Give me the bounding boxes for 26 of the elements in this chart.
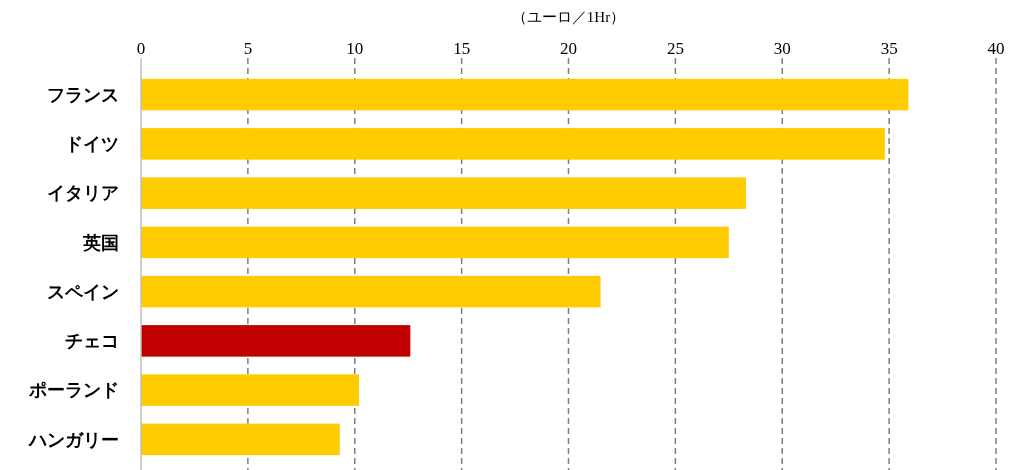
bar xyxy=(141,226,729,259)
x-tick-label: 0 xyxy=(136,39,146,58)
x-tick-label: 15 xyxy=(453,39,471,58)
bar xyxy=(141,177,746,209)
y-tick-label: ドイツ xyxy=(65,133,119,155)
bar xyxy=(141,325,411,357)
y-tick-label: ポーランド xyxy=(28,379,119,401)
x-tick-label: 5 xyxy=(243,39,253,58)
x-axis-title: （ユーロ／1Hr） xyxy=(511,9,626,25)
bar xyxy=(141,78,909,111)
y-tick-label: フランス xyxy=(47,83,119,105)
bar xyxy=(141,275,601,308)
x-tick-label: 40 xyxy=(987,39,1005,58)
x-tick-label: 30 xyxy=(773,39,791,58)
y-tick-label: チェコ xyxy=(65,330,119,352)
y-tick-label: イタリア xyxy=(47,182,119,204)
x-tick-label: 20 xyxy=(560,39,577,58)
bar xyxy=(141,128,885,160)
bar xyxy=(141,423,340,456)
bar xyxy=(141,374,360,406)
x-tick-label: 10 xyxy=(346,39,364,58)
y-tick-label: 英国 xyxy=(82,231,119,253)
x-tick-label: 25 xyxy=(666,39,684,58)
x-tick-label: 35 xyxy=(880,39,898,58)
y-tick-label: スペイン xyxy=(47,280,119,302)
y-tick-label: ハンガリー xyxy=(27,428,119,450)
